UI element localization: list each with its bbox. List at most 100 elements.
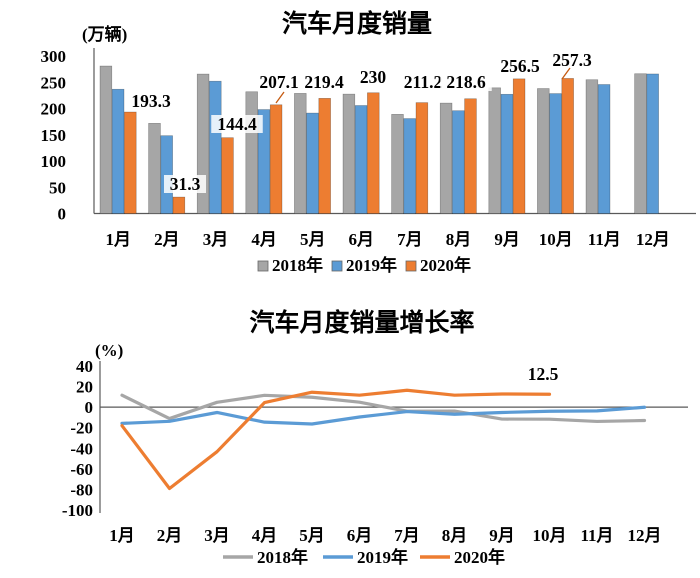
y-axis-tick: 200	[41, 100, 67, 119]
legend-swatch	[331, 260, 343, 272]
bar-2019年	[452, 110, 465, 214]
x-axis-label: 5月	[299, 526, 325, 545]
line-2019年	[120, 405, 647, 426]
x-axis-label: 10月	[533, 526, 567, 545]
x-axis-label: 1月	[106, 230, 132, 249]
sales-chart-title: 汽车月度销量	[282, 9, 432, 38]
legend-label: 2019年	[357, 547, 408, 567]
data-label: 144.4	[217, 114, 257, 134]
sales-unit-label: (万辆)	[82, 24, 127, 44]
x-axis-label: 10月	[539, 230, 573, 249]
bar-2020年	[367, 92, 380, 214]
x-axis-label: 1月	[109, 526, 135, 545]
y-axis-tick: -100	[62, 501, 93, 520]
y-axis-tick: 100	[41, 152, 67, 171]
x-axis-label: 9月	[489, 526, 515, 545]
data-label-bg	[298, 73, 350, 91]
data-label-bg	[164, 175, 206, 193]
x-axis-label: 8月	[446, 230, 472, 249]
legend-swatch	[405, 260, 417, 272]
bar-2018年	[537, 88, 550, 214]
x-axis-label: 2月	[157, 526, 183, 545]
bar-2019年	[160, 135, 173, 214]
bar-2020年	[269, 104, 283, 214]
data-label: 211.2	[404, 72, 442, 92]
bar-2020年	[415, 102, 429, 214]
y-axis-tick: 0	[58, 205, 67, 224]
growth-rate-line-chart: 40 200 -20-40 -60-80 -100 1月 2月 3月 4月 5月 6月 7月 8月 9月 1…	[62, 357, 688, 567]
y-axis-tick: 300	[41, 47, 67, 66]
bar-2018年	[391, 114, 404, 214]
bar-2019年	[306, 112, 319, 214]
legend-label: 2020年	[454, 547, 505, 567]
bar-2020年	[464, 98, 477, 214]
bar-2020年	[221, 137, 234, 214]
bar-2020年	[124, 111, 137, 214]
data-label-bg	[494, 57, 546, 75]
growth-chart-title: 汽车月度销量增长率	[249, 308, 474, 337]
data-label: 230	[360, 67, 387, 87]
leader-line	[561, 67, 571, 80]
growth-annotation: 12.5	[528, 364, 559, 384]
x-axis-label: 7月	[397, 230, 423, 249]
line-2018年	[120, 393, 647, 424]
bar-2018年	[99, 65, 113, 214]
bar-2018年	[488, 87, 501, 214]
data-label: 219.4	[304, 72, 344, 92]
bar-2019年	[646, 73, 659, 214]
bar-2020年	[561, 78, 574, 214]
y-axis-tick: -80	[70, 480, 93, 499]
y-axis-tick: -40	[70, 439, 93, 458]
x-axis-label: 2月	[154, 230, 180, 249]
line-2020年	[120, 388, 552, 491]
data-label-bg	[440, 73, 492, 91]
x-axis-label: 6月	[347, 526, 373, 545]
x-axis-label: 4月	[251, 230, 277, 249]
y-axis-tick: -20	[70, 419, 93, 438]
legend-label: 2018年	[257, 547, 308, 567]
y-axis-tick: 250	[41, 73, 67, 92]
y-axis-tick: 150	[41, 126, 67, 145]
bar-2019年	[597, 84, 611, 214]
data-label-bg	[356, 68, 390, 86]
legend-swatch	[257, 260, 269, 272]
x-axis-label: 3月	[204, 526, 230, 545]
bar-2019年	[403, 118, 416, 214]
bar-2020年	[318, 98, 331, 214]
y-axis-tick: 20	[76, 378, 93, 397]
x-axis-label: 6月	[349, 230, 375, 249]
data-label: 257.3	[552, 50, 592, 70]
bar-2018年	[634, 73, 647, 214]
y-axis-tick: 0	[85, 398, 94, 417]
bar-2019年	[354, 105, 368, 214]
x-axis-label: 12月	[628, 526, 662, 545]
legend-label: 2019年	[346, 255, 397, 275]
data-label-bg	[211, 115, 263, 133]
monthly-sales-bar-chart: 0 50 100 150 200 250 300 1月 2月 3月 4月 5月 6月 7月 8月 9月 10月 1…	[41, 47, 696, 275]
data-label: 256.5	[500, 56, 540, 76]
data-label: 218.6	[446, 72, 486, 92]
bar-2019年	[500, 93, 514, 214]
bar-2018年	[342, 93, 356, 214]
bar-2020年	[512, 78, 526, 214]
x-axis-label: 12月	[636, 230, 670, 249]
data-label-bg	[546, 51, 598, 69]
data-label: 31.3	[170, 174, 201, 194]
x-axis-label: 5月	[300, 230, 326, 249]
bar-2019年	[257, 109, 271, 214]
x-axis-label: 7月	[394, 526, 420, 545]
x-axis-label: 8月	[442, 526, 468, 545]
data-label: 193.3	[131, 91, 171, 111]
legend-label: 2018年	[272, 255, 323, 275]
x-axis-label: 9月	[494, 230, 520, 249]
x-axis-label: 11月	[580, 526, 613, 545]
bar-2018年	[294, 93, 307, 214]
leader-line	[275, 91, 285, 104]
bar-2018年	[585, 79, 599, 214]
data-label-bg	[397, 73, 449, 91]
data-label-bg	[125, 92, 177, 110]
bar-2020年	[172, 196, 186, 214]
x-axis-label: 11月	[588, 230, 621, 249]
